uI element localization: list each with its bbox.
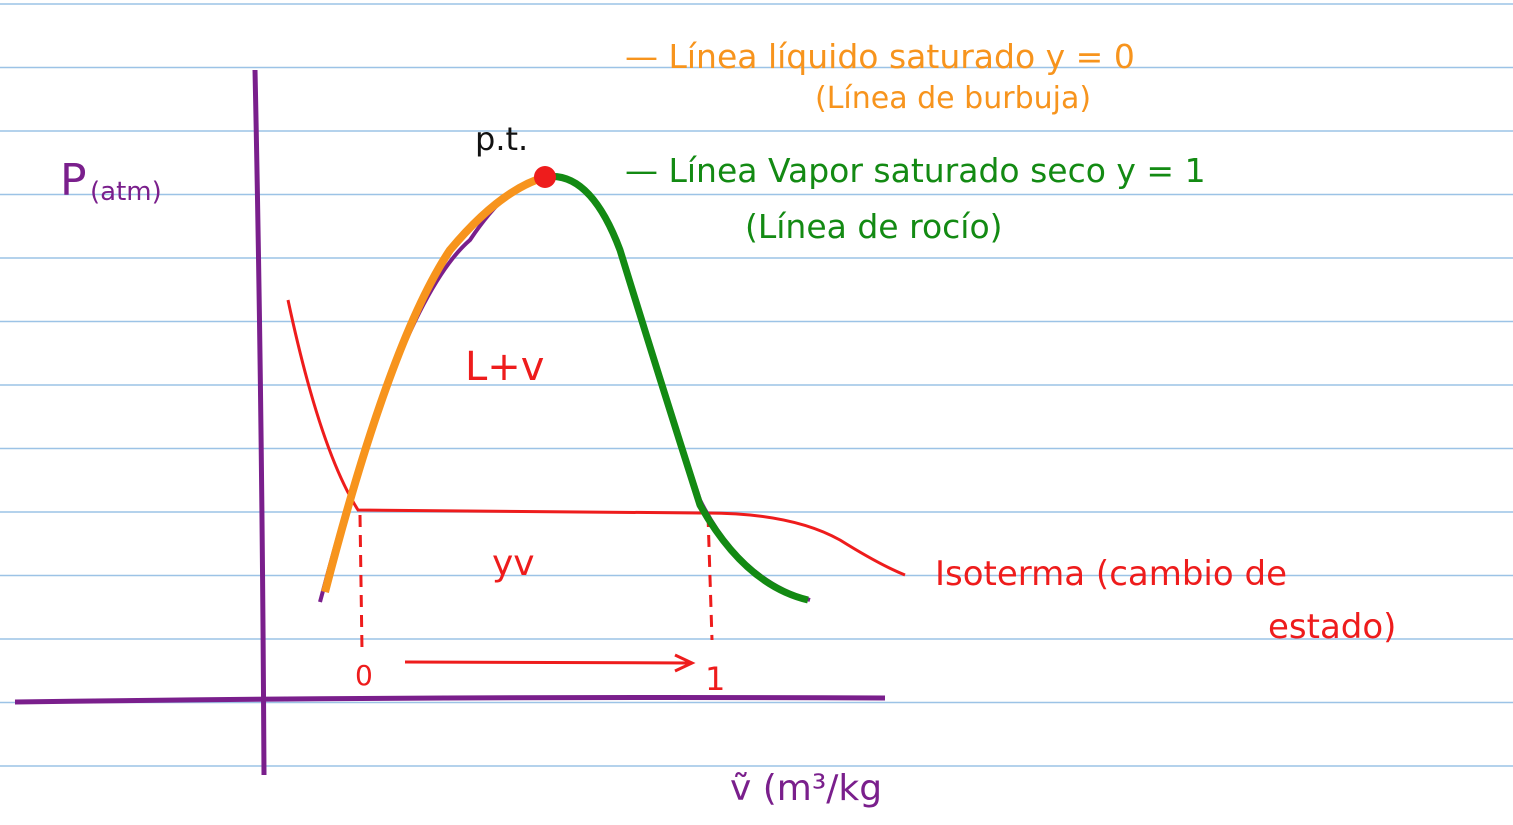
legend-liquid-note: (Línea de burbuja) — [815, 81, 1091, 116]
isotherm — [288, 300, 905, 575]
y-unit: (atm) — [90, 177, 162, 207]
x-axis — [15, 698, 885, 703]
diagram: P (atm) ṽ (m³/kg p.t. L+v yv 0 1 — Línea… — [0, 0, 1513, 825]
dashed-line — [360, 515, 362, 650]
critical-point — [534, 166, 556, 188]
legend-vapor-note: (Línea de rocío) — [745, 207, 1003, 246]
quality-end: 1 — [705, 660, 725, 698]
quality-start: 0 — [355, 659, 373, 692]
legend-vapor: — Línea Vapor saturado seco y = 1 — [625, 151, 1206, 190]
arrow — [405, 655, 692, 671]
ruled-lines — [0, 4, 1513, 766]
isotherm-label-cont: estado) — [1268, 607, 1396, 647]
critical-point-label: p.t. — [475, 120, 528, 158]
y-label: P — [60, 155, 87, 206]
legend-liquid: — Línea líquido saturado y = 0 — [625, 37, 1135, 76]
quality-label: yv — [492, 543, 535, 584]
dome-outline — [320, 176, 810, 602]
x-label: ṽ (m³/kg — [730, 768, 882, 809]
region-label: L+v — [465, 344, 544, 390]
dashed-line — [708, 515, 712, 640]
isotherm-label: Isoterma (cambio de — [935, 554, 1287, 594]
y-axis — [255, 70, 264, 775]
